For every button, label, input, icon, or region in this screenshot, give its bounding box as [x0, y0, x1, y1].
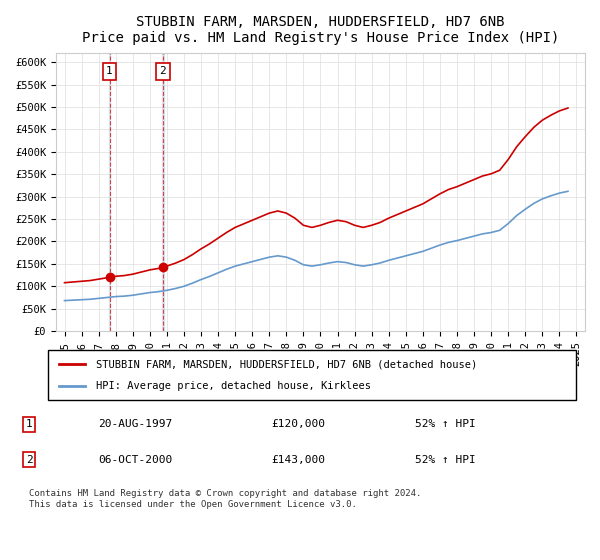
Text: 52% ↑ HPI: 52% ↑ HPI: [415, 419, 476, 430]
Text: £143,000: £143,000: [271, 455, 325, 465]
Bar: [162, 53, 164, 331]
Text: 2: 2: [26, 455, 32, 465]
Text: Contains HM Land Registry data © Crown copyright and database right 2024.
This d: Contains HM Land Registry data © Crown c…: [29, 489, 422, 508]
Bar: [109, 53, 110, 331]
Text: STUBBIN FARM, MARSDEN, HUDDERSFIELD, HD7 6NB (detached house): STUBBIN FARM, MARSDEN, HUDDERSFIELD, HD7…: [95, 359, 477, 369]
Text: 52% ↑ HPI: 52% ↑ HPI: [415, 455, 476, 465]
Title: STUBBIN FARM, MARSDEN, HUDDERSFIELD, HD7 6NB
Price paid vs. HM Land Registry's H: STUBBIN FARM, MARSDEN, HUDDERSFIELD, HD7…: [82, 15, 559, 45]
Text: 1: 1: [106, 66, 113, 76]
Text: 20-AUG-1997: 20-AUG-1997: [98, 419, 173, 430]
FancyBboxPatch shape: [48, 350, 576, 400]
Text: 1: 1: [26, 419, 32, 430]
Text: £120,000: £120,000: [271, 419, 325, 430]
Text: HPI: Average price, detached house, Kirklees: HPI: Average price, detached house, Kirk…: [95, 381, 371, 391]
Text: 06-OCT-2000: 06-OCT-2000: [98, 455, 173, 465]
Text: 2: 2: [160, 66, 166, 76]
